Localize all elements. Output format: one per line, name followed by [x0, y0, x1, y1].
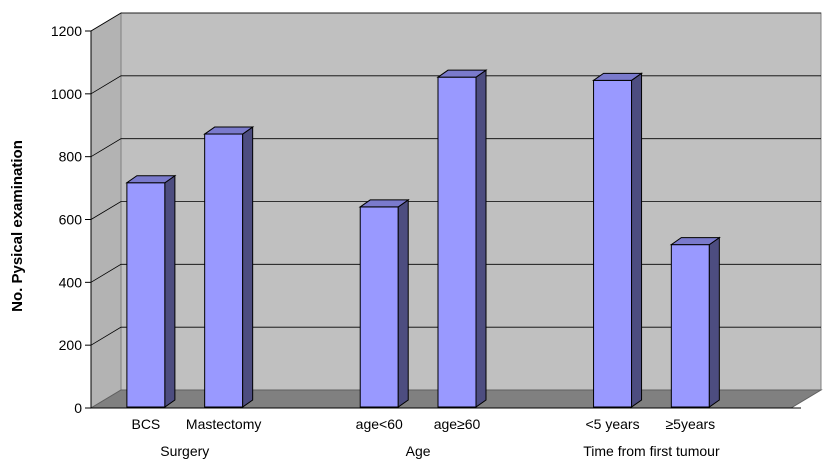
gridline	[90, 138, 821, 158]
y-tick-label: 800	[59, 149, 83, 165]
bar-side	[708, 236, 720, 408]
gridline	[90, 75, 821, 95]
x-group-label: Surgery	[160, 443, 209, 459]
bar-top	[669, 237, 721, 246]
y-tick-label: 400	[59, 274, 83, 290]
bar	[204, 133, 244, 408]
x-category-label: age≥60	[434, 416, 481, 432]
x-group-label: Time from first tumour	[583, 443, 720, 459]
x-group-label: Age	[406, 443, 431, 459]
labels: 0 200 400 600 800 1000 1200 BCS Mastectomy age<60…	[51, 23, 720, 459]
x-category-label: BCS	[131, 416, 160, 432]
bar	[593, 79, 633, 408]
x-category-label: Mastectomy	[186, 416, 261, 432]
gridline	[90, 326, 821, 346]
bar	[126, 182, 166, 408]
bar	[670, 244, 710, 408]
bar-side	[164, 174, 176, 408]
bar-top	[125, 175, 177, 184]
bar-top	[591, 72, 644, 81]
y-tick-label: 1200	[51, 23, 82, 39]
bar-side	[242, 126, 254, 408]
x-category-label: ≥5years	[665, 416, 715, 432]
bar-side	[631, 72, 643, 408]
gridline	[90, 201, 821, 220]
y-tick-label: 600	[59, 212, 83, 228]
y-tick-label: 1000	[51, 86, 82, 102]
bar-top	[436, 69, 488, 78]
x-category-label: age<60	[356, 416, 403, 432]
bars	[125, 69, 721, 408]
bar	[437, 76, 477, 408]
gridline	[90, 263, 821, 283]
x-category-label: <5 years	[586, 416, 640, 432]
bar	[359, 206, 399, 408]
y-tick-label: 200	[59, 337, 83, 353]
bar-side	[397, 198, 409, 408]
y-tick-label: 0	[74, 400, 82, 416]
gridline	[90, 12, 821, 32]
y-axis	[85, 30, 801, 409]
bar-side	[475, 69, 487, 408]
y-axis-title: No. Pysical examination	[9, 140, 26, 312]
bar-top	[203, 126, 255, 135]
gridlines	[90, 12, 821, 346]
bar-top	[358, 199, 410, 208]
